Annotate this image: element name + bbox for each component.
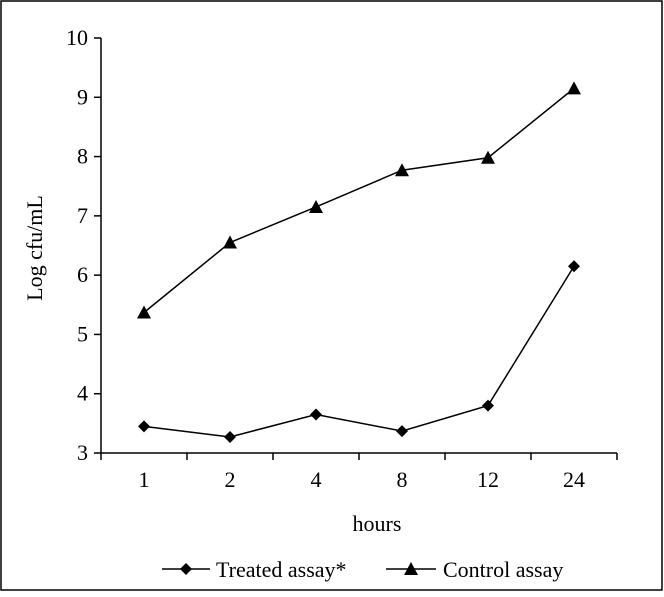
control-data-point — [395, 163, 409, 177]
control-data-point — [137, 305, 151, 319]
x-axis-ticks: 1 2 4 8 12 24 — [100, 453, 618, 492]
treated-data-point — [568, 260, 580, 273]
treated-data-point — [482, 399, 494, 412]
x-tick-label: 8 — [397, 467, 408, 492]
series-line-control — [143, 87, 575, 314]
y-tick-label: 4 — [77, 381, 88, 406]
treated-data-point — [224, 430, 236, 443]
y-tick-label: 5 — [77, 321, 88, 346]
legend-treated-label: Treated assay* — [216, 557, 347, 582]
legend: Treated assay* Control assay — [162, 557, 563, 582]
control-data-point — [309, 199, 323, 213]
legend-treated-marker — [180, 563, 192, 575]
y-tick-label: 3 — [77, 440, 88, 465]
x-tick-label: 1 — [139, 467, 150, 492]
y-tick-label: 9 — [77, 84, 88, 109]
y-axis-ticks: 3 4 5 6 7 8 9 10 — [66, 25, 101, 465]
x-tick-label: 12 — [477, 467, 499, 492]
series-line-treated — [143, 265, 575, 438]
x-tick-label: 4 — [311, 467, 322, 492]
y-tick-label: 8 — [77, 144, 88, 169]
y-tick-label: 7 — [77, 203, 88, 228]
control-data-point — [223, 235, 237, 249]
legend-control-label: Control assay — [443, 557, 563, 582]
series-layer — [137, 81, 581, 443]
control-data-point — [481, 150, 495, 164]
legend-control-marker — [404, 562, 418, 575]
control-data-point — [567, 81, 581, 95]
y-tick-label: 6 — [77, 262, 88, 287]
treated-data-point — [396, 425, 408, 438]
y-axis-title: Log cfu/mL — [22, 195, 47, 301]
x-tick-label: 24 — [563, 467, 585, 492]
y-tick-label: 10 — [66, 25, 88, 50]
x-axis-title: hours — [353, 511, 402, 536]
x-tick-label: 2 — [225, 467, 236, 492]
treated-data-point — [138, 420, 150, 433]
treated-data-point — [310, 408, 322, 421]
